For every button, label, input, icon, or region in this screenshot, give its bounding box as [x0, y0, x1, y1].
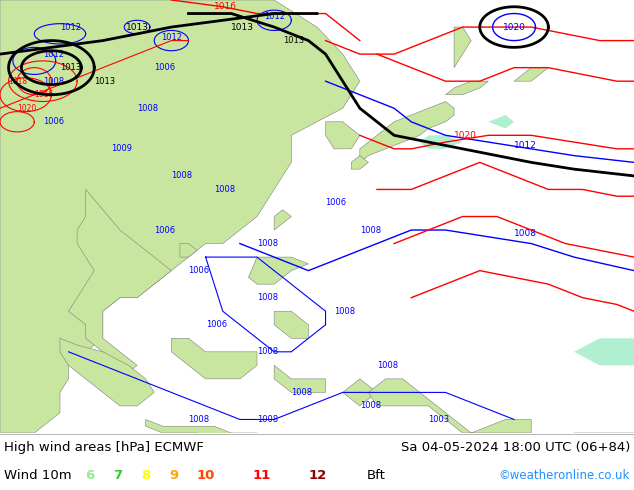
Text: ©weatheronline.co.uk: ©weatheronline.co.uk [498, 469, 630, 482]
Polygon shape [343, 379, 377, 406]
Polygon shape [171, 338, 257, 379]
Text: 1008: 1008 [377, 361, 398, 370]
Polygon shape [308, 440, 334, 446]
Text: 1006: 1006 [154, 63, 176, 72]
Text: 1008: 1008 [188, 415, 210, 424]
Polygon shape [420, 135, 463, 149]
Polygon shape [360, 101, 454, 162]
Polygon shape [454, 27, 471, 68]
Polygon shape [60, 338, 154, 406]
Text: 1008: 1008 [257, 239, 278, 248]
Text: Bft: Bft [367, 469, 386, 482]
Text: 1008: 1008 [514, 229, 537, 238]
Text: 1020: 1020 [17, 104, 36, 113]
Polygon shape [68, 190, 171, 372]
Text: 1020: 1020 [454, 131, 477, 140]
Text: 1012: 1012 [60, 23, 81, 31]
Text: 1012: 1012 [43, 49, 64, 59]
Text: 1008: 1008 [137, 104, 158, 113]
Text: 1008: 1008 [291, 388, 313, 397]
Text: 1016: 1016 [214, 2, 237, 11]
Text: 1012: 1012 [264, 12, 285, 22]
Text: 1006: 1006 [154, 225, 176, 235]
Text: 8: 8 [141, 469, 150, 482]
Polygon shape [274, 366, 326, 392]
Text: 12: 12 [309, 469, 327, 482]
Polygon shape [368, 379, 531, 433]
Text: 6: 6 [85, 469, 94, 482]
Text: 1006: 1006 [188, 266, 210, 275]
Polygon shape [180, 244, 197, 257]
Text: 1006: 1006 [43, 117, 64, 126]
Polygon shape [231, 433, 308, 446]
Polygon shape [446, 81, 488, 95]
Polygon shape [514, 68, 548, 81]
Polygon shape [274, 210, 291, 230]
Polygon shape [146, 419, 231, 440]
Polygon shape [351, 156, 368, 169]
Text: Wind 10m: Wind 10m [4, 469, 72, 482]
Text: 1008: 1008 [257, 415, 278, 424]
Text: 1006: 1006 [205, 320, 227, 329]
Text: 1009: 1009 [112, 145, 133, 153]
Text: 1013: 1013 [126, 23, 148, 31]
Text: High wind areas [hPa] ECMWF: High wind areas [hPa] ECMWF [4, 441, 204, 454]
Text: 1008: 1008 [360, 225, 381, 235]
Polygon shape [574, 338, 634, 366]
Text: 1008: 1008 [43, 77, 64, 86]
Text: 1008: 1008 [257, 293, 278, 302]
Text: 1016: 1016 [34, 90, 53, 99]
Text: 1012: 1012 [161, 33, 182, 42]
Text: 7: 7 [113, 469, 122, 482]
Polygon shape [360, 433, 634, 480]
Text: 1013: 1013 [94, 77, 115, 86]
Text: 1012: 1012 [514, 141, 537, 150]
Polygon shape [249, 257, 308, 284]
Text: Sa 04-05-2024 18:00 UTC (06+84): Sa 04-05-2024 18:00 UTC (06+84) [401, 441, 630, 454]
Text: 1020: 1020 [503, 23, 526, 31]
Polygon shape [0, 0, 360, 433]
Text: 9: 9 [169, 469, 178, 482]
Text: 1008: 1008 [171, 172, 193, 180]
Text: 1008: 1008 [257, 347, 278, 356]
Text: 1003: 1003 [429, 415, 450, 424]
Polygon shape [488, 115, 514, 128]
Polygon shape [274, 311, 308, 338]
Text: 1008: 1008 [334, 307, 355, 316]
Text: 1008: 1008 [360, 401, 381, 411]
Text: 1018: 1018 [9, 77, 28, 86]
Text: 1008: 1008 [214, 185, 235, 194]
Text: 1006: 1006 [326, 198, 347, 207]
Text: 1013: 1013 [231, 23, 254, 31]
Text: 1013: 1013 [283, 36, 304, 45]
Text: 11: 11 [253, 469, 271, 482]
Polygon shape [326, 122, 360, 149]
Text: 1013: 1013 [60, 63, 81, 72]
Text: 10: 10 [197, 469, 216, 482]
